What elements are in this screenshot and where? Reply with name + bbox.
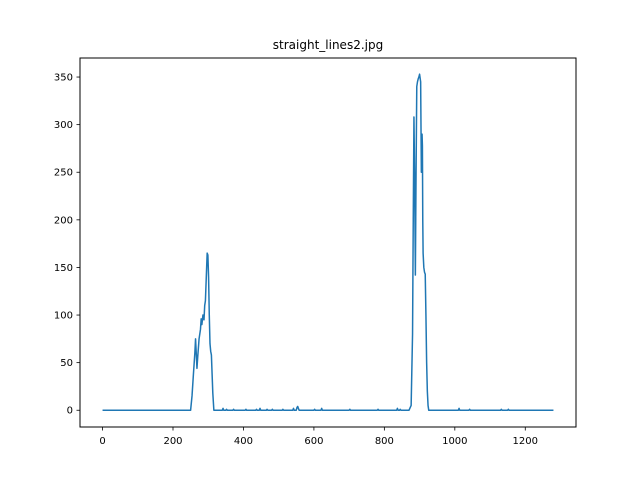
y-tick-label: 0 [67,406,73,417]
y-tick-label: 100 [54,311,73,322]
y-tick-label: 350 [54,73,73,84]
x-tick-label: 1200 [513,436,538,447]
x-tick-label: 0 [99,436,105,447]
series-line-0 [102,73,554,411]
x-tick-label: 800 [375,436,394,447]
chart-title: straight_lines2.jpg [273,38,383,52]
x-tick-label: 1000 [442,436,467,447]
y-tick-label: 150 [54,263,73,274]
x-tick-label: 200 [163,436,182,447]
x-tick-label: 400 [234,436,253,447]
y-tick-label: 50 [60,358,73,369]
x-axis: 0 200 400 600 800 1000 1200 [99,427,538,447]
y-axis: 0 50 100 150 200 250 300 350 [54,73,80,417]
y-tick-label: 300 [54,120,73,131]
y-tick-label: 200 [54,215,73,226]
axes-frame [79,57,577,428]
plot-area [102,73,554,411]
y-tick-label: 250 [54,168,73,179]
x-tick-label: 600 [304,436,323,447]
